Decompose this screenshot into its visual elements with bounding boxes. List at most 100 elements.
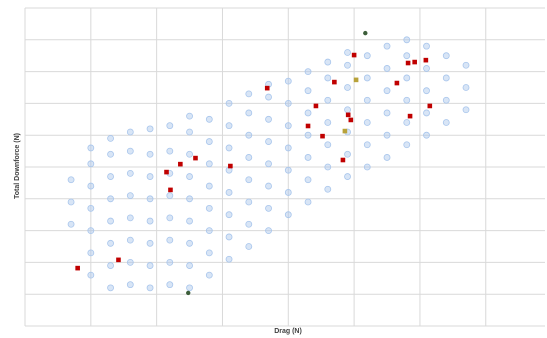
point xyxy=(107,134,114,142)
point xyxy=(225,255,233,263)
point xyxy=(462,61,470,69)
point xyxy=(166,214,174,222)
point xyxy=(245,131,253,139)
point xyxy=(265,138,272,145)
point xyxy=(126,169,134,177)
point xyxy=(146,173,154,180)
point xyxy=(403,96,411,104)
point xyxy=(107,284,114,292)
point xyxy=(340,157,346,163)
point xyxy=(265,160,272,168)
point xyxy=(324,96,332,104)
point xyxy=(383,42,391,50)
point xyxy=(186,239,193,247)
point xyxy=(320,133,325,139)
point xyxy=(403,52,411,60)
point xyxy=(353,77,359,83)
point xyxy=(245,176,253,184)
point xyxy=(205,182,213,190)
point xyxy=(423,87,430,95)
point xyxy=(87,227,95,235)
point xyxy=(403,36,411,44)
point xyxy=(305,123,311,129)
point xyxy=(442,96,450,104)
point xyxy=(116,257,121,263)
point xyxy=(345,112,351,118)
point xyxy=(126,258,134,266)
point xyxy=(168,187,173,193)
point xyxy=(126,147,134,155)
point xyxy=(146,262,154,269)
point xyxy=(193,155,198,161)
point xyxy=(383,131,391,139)
point xyxy=(107,150,114,158)
point xyxy=(87,144,95,152)
point xyxy=(146,239,154,247)
point xyxy=(304,131,312,139)
point xyxy=(87,249,95,257)
point xyxy=(363,74,371,82)
point xyxy=(166,192,174,200)
point xyxy=(186,290,191,296)
point xyxy=(225,233,233,241)
point xyxy=(245,220,253,228)
point xyxy=(348,117,354,123)
point xyxy=(87,204,95,212)
point xyxy=(342,128,348,134)
point xyxy=(205,204,213,212)
point xyxy=(332,79,337,85)
point xyxy=(205,249,213,257)
point xyxy=(225,144,233,152)
point xyxy=(146,284,154,292)
point xyxy=(205,271,213,279)
point xyxy=(304,109,312,117)
point xyxy=(245,198,253,206)
point xyxy=(126,128,134,136)
point xyxy=(107,239,114,247)
point xyxy=(178,161,183,167)
point xyxy=(67,198,75,206)
point xyxy=(87,271,95,279)
point xyxy=(164,169,169,175)
x-axis-label: Drag (N) xyxy=(274,328,302,335)
point xyxy=(324,163,332,171)
point xyxy=(126,214,134,222)
point xyxy=(423,57,429,63)
point xyxy=(166,258,174,266)
point xyxy=(186,195,193,203)
point xyxy=(264,85,270,91)
point xyxy=(166,147,174,155)
point xyxy=(87,182,95,190)
point xyxy=(344,106,351,114)
point xyxy=(225,189,233,196)
point xyxy=(394,80,400,86)
point xyxy=(304,68,312,75)
point xyxy=(146,150,154,158)
point xyxy=(403,141,411,149)
point xyxy=(205,227,213,235)
point xyxy=(146,195,154,203)
point xyxy=(442,119,450,126)
point xyxy=(245,90,253,98)
point xyxy=(166,236,174,244)
point xyxy=(186,217,193,225)
point xyxy=(344,61,351,69)
point xyxy=(324,185,332,193)
point xyxy=(423,42,430,50)
point xyxy=(265,182,272,190)
point xyxy=(126,192,134,200)
point xyxy=(363,52,371,60)
point xyxy=(344,173,351,180)
point xyxy=(462,106,470,114)
point xyxy=(265,227,272,235)
point xyxy=(284,122,292,130)
point xyxy=(284,189,292,196)
point xyxy=(284,166,292,174)
point xyxy=(186,128,193,136)
y-axis-label: Total Downforce (N) xyxy=(14,133,21,199)
point xyxy=(186,112,193,120)
point xyxy=(423,131,430,139)
point xyxy=(427,103,433,109)
point xyxy=(75,265,80,271)
